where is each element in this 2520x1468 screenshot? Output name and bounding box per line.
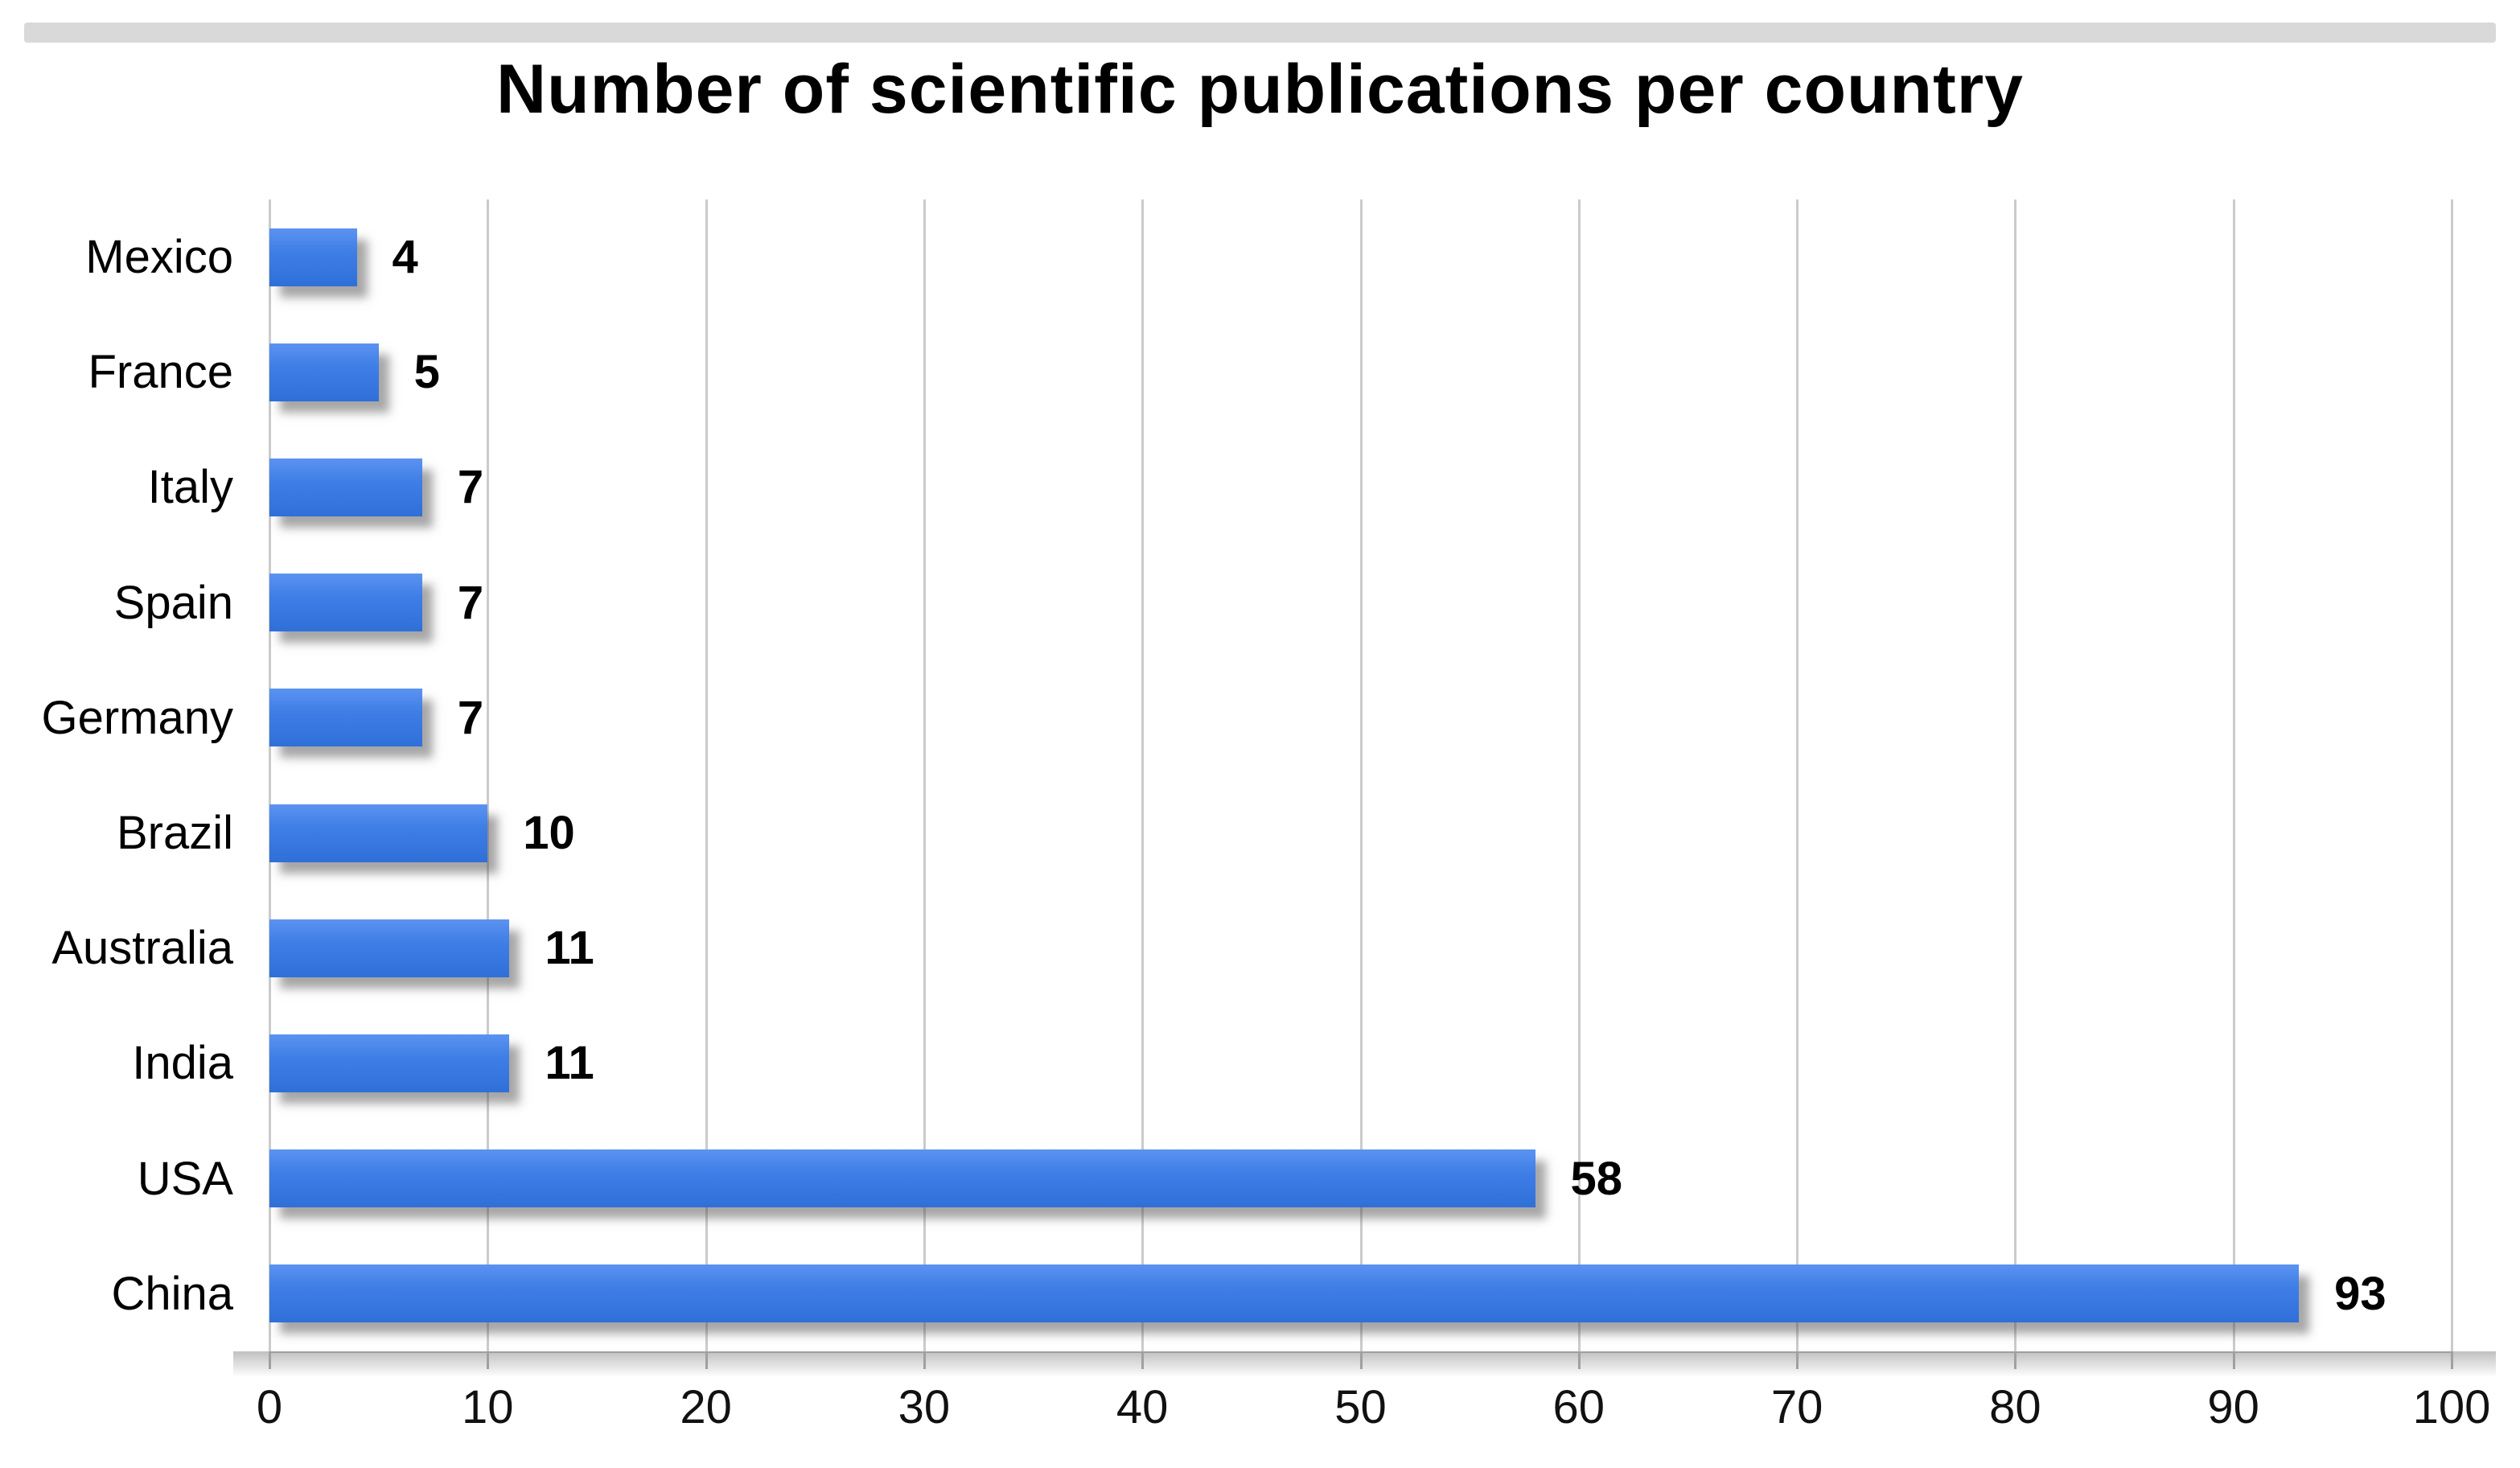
x-axis-tick-label: 100 [2412, 1381, 2491, 1433]
bar-row: 7 [269, 660, 2452, 775]
category-row: China [0, 1236, 233, 1351]
x-axis-tick [2014, 1351, 2017, 1369]
gridline [269, 199, 271, 1351]
x-axis-tick [1141, 1351, 1145, 1369]
x-axis-tick-label: 90 [2207, 1381, 2259, 1433]
bar-row: 10 [269, 775, 2452, 890]
bar [269, 343, 379, 401]
x-axis-tick-label: 40 [1116, 1381, 1169, 1433]
category-label: Brazil [116, 807, 233, 860]
bar-row: 4 [269, 199, 2452, 315]
value-label: 7 [457, 461, 484, 514]
bar-row: 7 [269, 545, 2452, 660]
bar [269, 1034, 510, 1092]
category-row: Spain [0, 545, 233, 660]
category-label: India [132, 1037, 233, 1090]
category-label: China [111, 1267, 233, 1320]
value-label: 93 [2334, 1267, 2386, 1320]
category-row: Mexico [0, 199, 233, 315]
category-row: France [0, 315, 233, 430]
x-axis-tick [1359, 1351, 1363, 1369]
bar [269, 919, 510, 977]
x-axis-shadow [233, 1351, 2496, 1377]
gridline [1141, 199, 1145, 1351]
x-axis-tick [705, 1351, 708, 1369]
category-label: Mexico [85, 231, 233, 284]
x-axis-tick-label: 20 [680, 1381, 732, 1433]
x-axis-tick-label: 0 [256, 1381, 283, 1433]
value-label: 11 [545, 1037, 594, 1090]
value-label: 7 [457, 691, 484, 744]
value-label: 4 [392, 231, 418, 284]
x-axis-tick [1796, 1351, 1799, 1369]
value-label: 58 [1570, 1152, 1623, 1205]
category-label: USA [137, 1152, 233, 1205]
plot-area: 4 5 7 7 7 10 11 11 58 93 [233, 199, 2496, 1377]
chart-title: Number of scientific publications per co… [495, 51, 2025, 128]
x-axis-tick-label: 30 [898, 1381, 951, 1433]
bar [269, 228, 357, 286]
x-axis-tick [487, 1351, 490, 1369]
gridline [923, 199, 926, 1351]
category-row: Brazil [0, 775, 233, 890]
x-axis-tick-label: 10 [462, 1381, 514, 1433]
category-row: USA [0, 1121, 233, 1236]
category-axis: Mexico France Italy Spain Germany Brazil Austr… [0, 199, 233, 1351]
category-label: Germany [41, 691, 233, 744]
category-label: Spain [113, 576, 233, 629]
bar-row: 11 [269, 890, 2452, 1005]
bar-row: 11 [269, 1005, 2452, 1121]
gridline [1796, 199, 1799, 1351]
gridline [487, 199, 490, 1351]
bar [269, 1149, 1535, 1208]
bar-row: 58 [269, 1121, 2452, 1236]
category-row: Germany [0, 660, 233, 775]
gridline [2451, 199, 2453, 1351]
category-row: India [0, 1005, 233, 1121]
gridline [2232, 199, 2235, 1351]
x-axis-tick [1577, 1351, 1581, 1369]
category-label: Italy [147, 461, 233, 514]
x-axis-tick [269, 1351, 271, 1369]
bar [269, 1264, 2300, 1323]
x-axis-tick-label: 80 [1989, 1381, 2041, 1433]
value-label: 5 [413, 346, 440, 399]
gridline [1359, 199, 1363, 1351]
x-axis-tick [923, 1351, 926, 1369]
x-axis-tick-label: 70 [1770, 1381, 1823, 1433]
bar-row: 7 [269, 430, 2452, 545]
bar [269, 574, 422, 632]
gridline [1577, 199, 1581, 1351]
category-row: Australia [0, 890, 233, 1005]
x-axis-tick-label: 60 [1552, 1381, 1605, 1433]
x-axis-tick [2232, 1351, 2235, 1369]
bar [269, 804, 488, 862]
category-label: Australia [51, 922, 233, 975]
gridline [2014, 199, 2017, 1351]
value-label: 11 [545, 922, 594, 975]
bar-row: 5 [269, 315, 2452, 430]
x-axis-tick [2451, 1351, 2453, 1369]
category-label: France [88, 346, 233, 399]
bar [269, 458, 422, 516]
bar [269, 689, 422, 747]
value-label: 10 [523, 807, 575, 860]
bar-row: 93 [269, 1236, 2452, 1351]
top-divider-rule [24, 23, 2496, 43]
x-axis-tick-label: 50 [1334, 1381, 1387, 1433]
value-label: 7 [457, 576, 484, 629]
gridline [705, 199, 708, 1351]
category-row: Italy [0, 430, 233, 545]
